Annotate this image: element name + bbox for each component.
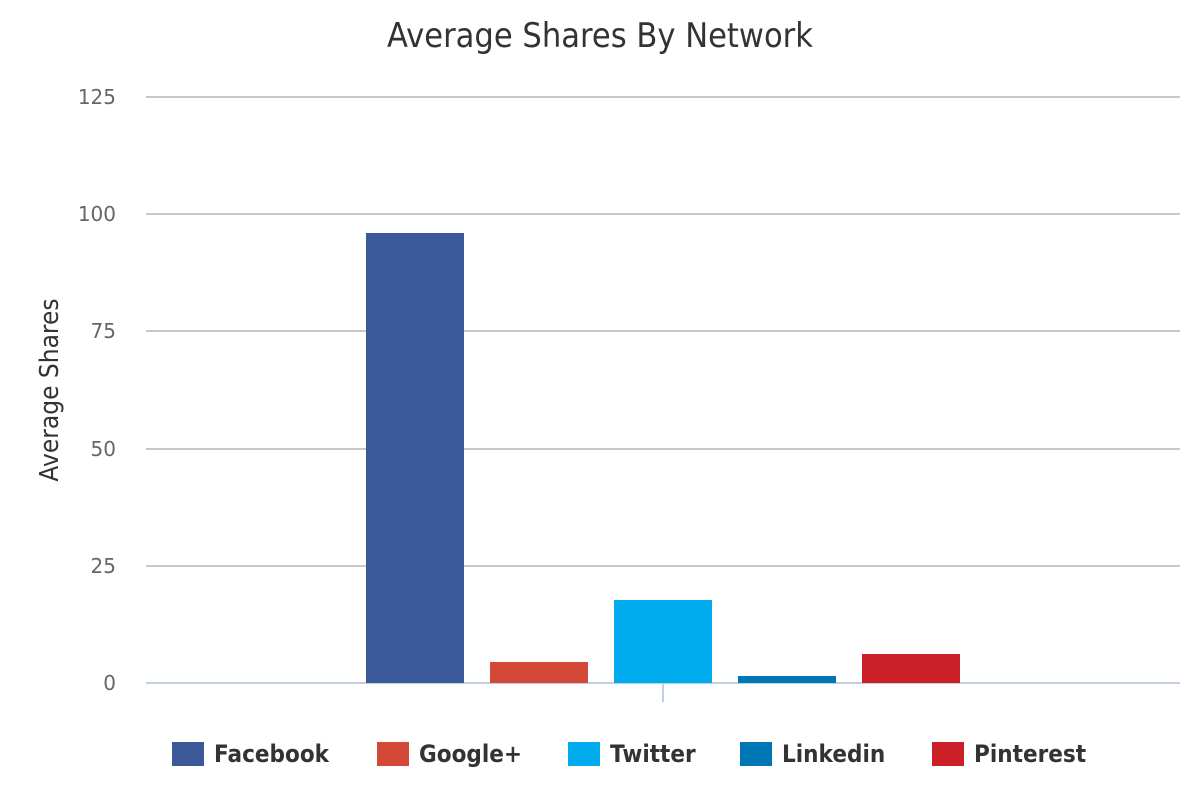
legend-swatch — [172, 742, 204, 766]
legend-item-pinterest[interactable]: Pinterest — [932, 740, 1099, 768]
gridline — [146, 213, 1180, 216]
legend: Facebook Google+ Twitter Linkedin Pinterest — [172, 740, 1134, 768]
x-axis-tick — [662, 684, 664, 702]
legend-swatch — [376, 742, 409, 766]
legend-item-googleplus[interactable]: Google+ — [376, 740, 533, 768]
y-tick-label: 50 — [90, 436, 116, 461]
gridline — [146, 330, 1180, 333]
legend-label: Pinterest — [974, 740, 1087, 768]
legend-item-facebook[interactable]: Facebook — [172, 740, 342, 768]
bar-linkedin[interactable] — [738, 675, 836, 683]
gridline — [146, 447, 1180, 450]
legend-label: Facebook — [214, 740, 330, 768]
y-tick-label: 100 — [77, 202, 116, 227]
y-tick-label: 125 — [77, 85, 116, 109]
legend-label: Linkedin — [782, 740, 886, 768]
x-axis-line — [146, 682, 1180, 684]
y-tick-label: 25 — [90, 553, 116, 578]
legend-swatch — [932, 742, 965, 766]
gridline — [146, 564, 1180, 567]
legend-item-twitter[interactable]: Twitter — [568, 740, 705, 768]
legend-swatch — [740, 742, 773, 766]
bar-twitter[interactable] — [614, 600, 712, 683]
y-tick-label: 75 — [90, 319, 116, 344]
bar-pinterest[interactable] — [862, 653, 960, 683]
legend-swatch — [568, 742, 601, 766]
legend-item-linkedin[interactable]: Linkedin — [740, 740, 897, 768]
gridline — [146, 96, 1180, 98]
legend-label: Twitter — [610, 740, 696, 768]
y-tick-label: 0 — [103, 671, 116, 695]
chart-title: Average Shares By Network — [387, 16, 813, 56]
bar-facebook[interactable] — [366, 232, 464, 683]
legend-label: Google+ — [418, 740, 522, 768]
bar-googleplus[interactable] — [490, 661, 588, 683]
